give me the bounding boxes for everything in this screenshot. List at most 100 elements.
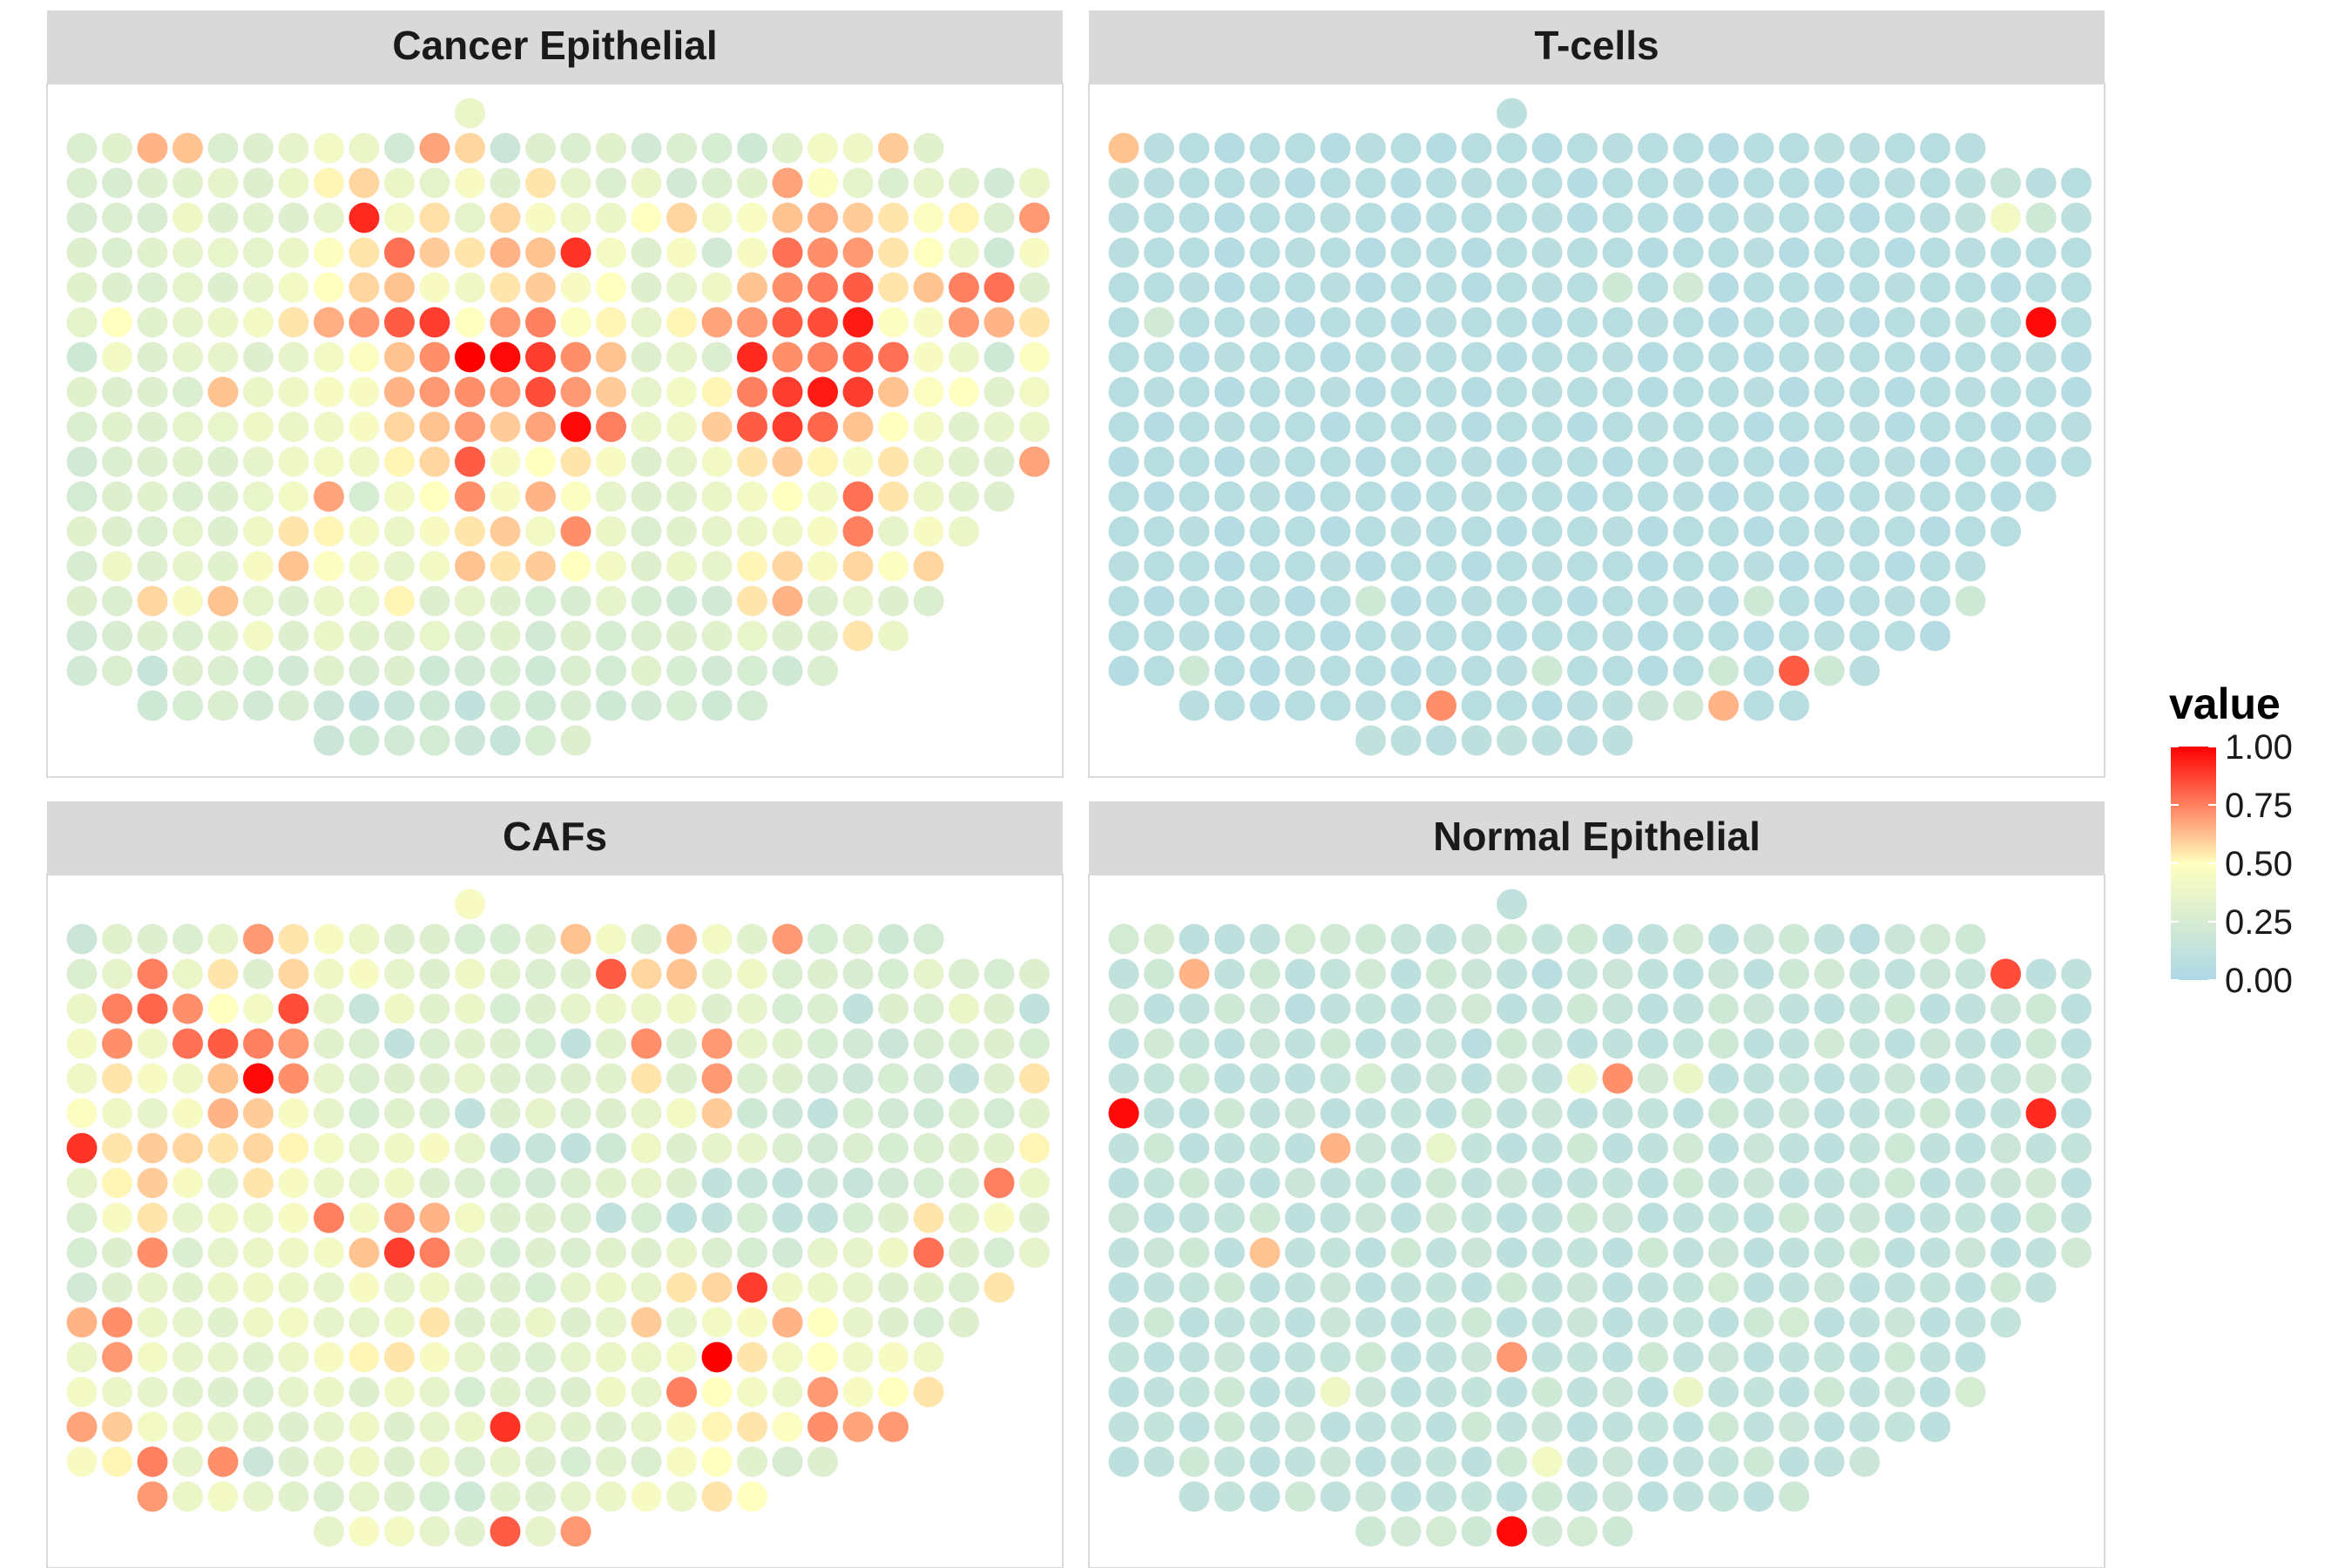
spot — [2025, 202, 2057, 233]
spot — [1144, 620, 1174, 652]
spot — [596, 1411, 626, 1443]
spot — [278, 1342, 309, 1373]
spot — [1426, 958, 1456, 990]
spot — [949, 993, 979, 1024]
spot — [772, 446, 803, 477]
spot — [348, 411, 380, 443]
spot — [1531, 1446, 1563, 1477]
spot — [1531, 1237, 1563, 1268]
spot — [1990, 1098, 2021, 1129]
spot — [66, 411, 98, 443]
spot — [1884, 1411, 1916, 1443]
spot — [1249, 585, 1281, 617]
spot — [1990, 1132, 2021, 1164]
spot — [1531, 1272, 1563, 1303]
spot — [560, 272, 591, 303]
spot — [560, 1481, 591, 1512]
spot — [1849, 585, 1880, 617]
spot — [2025, 993, 2057, 1024]
spot — [1920, 551, 1950, 582]
spot — [207, 1411, 239, 1443]
spot — [207, 993, 239, 1024]
spot — [878, 1063, 909, 1094]
spot — [1884, 1307, 1916, 1338]
spot — [278, 132, 309, 164]
spot — [560, 690, 591, 721]
spot — [1602, 958, 1633, 990]
spot — [1249, 1272, 1281, 1303]
spot — [1144, 516, 1174, 547]
spot — [808, 620, 838, 652]
spot — [1355, 272, 1386, 303]
spot — [1249, 1307, 1281, 1338]
spot — [1214, 411, 1245, 443]
spot — [1355, 1237, 1386, 1268]
spot — [525, 1237, 556, 1268]
spot — [878, 923, 909, 955]
spot — [737, 1446, 767, 1477]
spot — [314, 1132, 344, 1164]
spot — [1426, 1063, 1456, 1094]
spot — [1990, 411, 2021, 443]
spot — [1673, 1342, 1704, 1373]
spot — [2061, 1063, 2092, 1094]
spot — [525, 958, 556, 990]
spot — [772, 1446, 803, 1477]
spot — [1567, 132, 1598, 164]
spot — [1390, 1237, 1422, 1268]
spot — [1814, 411, 1845, 443]
spot — [1390, 1167, 1422, 1199]
spot — [348, 1411, 380, 1443]
spot — [1743, 1132, 1774, 1164]
spot — [1144, 307, 1174, 338]
spot — [2061, 341, 2092, 373]
spot — [772, 237, 803, 268]
spot — [1355, 237, 1386, 268]
spot — [1214, 341, 1245, 373]
spot — [842, 1342, 874, 1373]
spot — [384, 1272, 415, 1303]
spot — [1955, 516, 1986, 547]
spot — [1602, 237, 1633, 268]
spot — [1567, 1063, 1598, 1094]
spot — [348, 923, 380, 955]
spot — [1743, 1446, 1774, 1477]
spot — [1673, 202, 1704, 233]
spot — [419, 411, 450, 443]
spot — [1814, 481, 1845, 512]
spot — [207, 132, 239, 164]
spot — [1285, 958, 1315, 990]
spot — [560, 376, 591, 408]
spot — [1019, 993, 1050, 1024]
spot — [631, 446, 662, 477]
spot — [207, 585, 239, 617]
spot — [913, 307, 944, 338]
spot — [1390, 1202, 1422, 1233]
spot — [243, 1376, 274, 1408]
spot — [1531, 341, 1563, 373]
spot — [913, 1028, 944, 1059]
spot — [1461, 725, 1492, 756]
spot — [1567, 1516, 1598, 1547]
spot — [772, 923, 803, 955]
spot — [1497, 202, 1527, 233]
spot — [1390, 1132, 1422, 1164]
panel-title: T-cells — [1534, 23, 1659, 68]
spot — [666, 376, 697, 408]
spot — [243, 1063, 274, 1094]
spot — [348, 1237, 380, 1268]
spot — [1743, 620, 1774, 652]
spot — [631, 993, 662, 1024]
panel-title: CAFs — [503, 814, 607, 859]
spot — [66, 1342, 98, 1373]
spot — [808, 993, 838, 1024]
spot — [419, 1376, 450, 1408]
spot — [842, 551, 874, 582]
spot — [1426, 202, 1456, 233]
spot — [1814, 132, 1845, 164]
spot — [1814, 993, 1845, 1024]
panel-cafs: CAFs — [46, 801, 1064, 1568]
spot — [384, 167, 415, 199]
spot — [772, 1376, 803, 1408]
spot — [455, 1098, 485, 1129]
